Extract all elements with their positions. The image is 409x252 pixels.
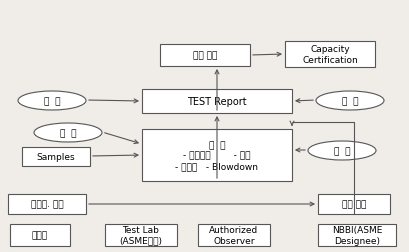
- Text: 신청서. 도면: 신청서. 도면: [31, 200, 63, 209]
- FancyBboxPatch shape: [142, 130, 291, 181]
- Ellipse shape: [18, 92, 86, 111]
- FancyBboxPatch shape: [198, 224, 270, 246]
- FancyBboxPatch shape: [10, 224, 70, 246]
- Text: Authorized
Observer: Authorized Observer: [209, 225, 258, 245]
- Ellipse shape: [34, 123, 102, 142]
- Text: 검토 승인: 검토 승인: [192, 51, 217, 60]
- FancyBboxPatch shape: [284, 42, 374, 68]
- Text: Test Lab
(ASME인증): Test Lab (ASME인증): [119, 225, 162, 245]
- Text: NBBI(ASME
Designee): NBBI(ASME Designee): [331, 225, 381, 245]
- Text: 설계 검토: 설계 검토: [341, 200, 365, 209]
- FancyBboxPatch shape: [8, 194, 86, 214]
- Ellipse shape: [315, 92, 383, 111]
- FancyBboxPatch shape: [105, 224, 177, 246]
- Text: 시  험
- 설정압력        - 용량
- 작동성   - Blowdown: 시 험 - 설정압력 - 용량 - 작동성 - Blowdown: [175, 141, 258, 170]
- Text: Samples: Samples: [36, 152, 75, 161]
- FancyBboxPatch shape: [317, 224, 395, 246]
- Ellipse shape: [307, 141, 375, 160]
- Text: 입  회: 입 회: [333, 146, 349, 155]
- FancyBboxPatch shape: [317, 194, 389, 214]
- FancyBboxPatch shape: [142, 90, 291, 114]
- Text: 인  증: 인 증: [341, 97, 357, 106]
- Text: TEST Report: TEST Report: [187, 97, 246, 107]
- Text: Capacity
Certification: Capacity Certification: [301, 45, 357, 65]
- Text: 제조사: 제조사: [32, 231, 48, 240]
- FancyBboxPatch shape: [22, 147, 90, 166]
- FancyBboxPatch shape: [160, 45, 249, 67]
- Text: 서  명: 서 명: [44, 97, 60, 106]
- Text: 입  회: 입 회: [60, 129, 76, 137]
